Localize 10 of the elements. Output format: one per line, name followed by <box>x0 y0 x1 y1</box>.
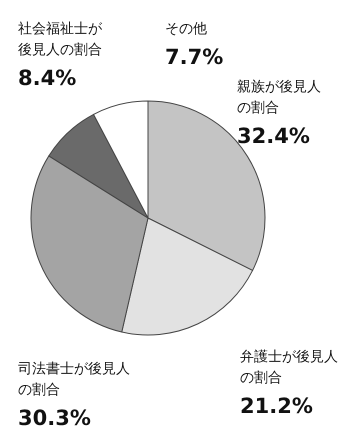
slice-label: 親族が後見人の割合 <box>237 79 321 116</box>
data-label: 32.4% <box>237 124 310 148</box>
slice-label: 弁護士が後見人の割合 <box>240 349 338 386</box>
data-label: 30.3% <box>18 406 91 430</box>
slice-label: 社会福祉士が後見人の割合 <box>18 21 103 58</box>
slice-label: 司法書士が後見人の割合 <box>18 361 130 398</box>
data-label: 7.7% <box>165 45 224 69</box>
data-label: 8.4% <box>18 66 76 90</box>
data-label: 21.2% <box>240 394 313 418</box>
slice-label: その他 <box>165 21 207 37</box>
